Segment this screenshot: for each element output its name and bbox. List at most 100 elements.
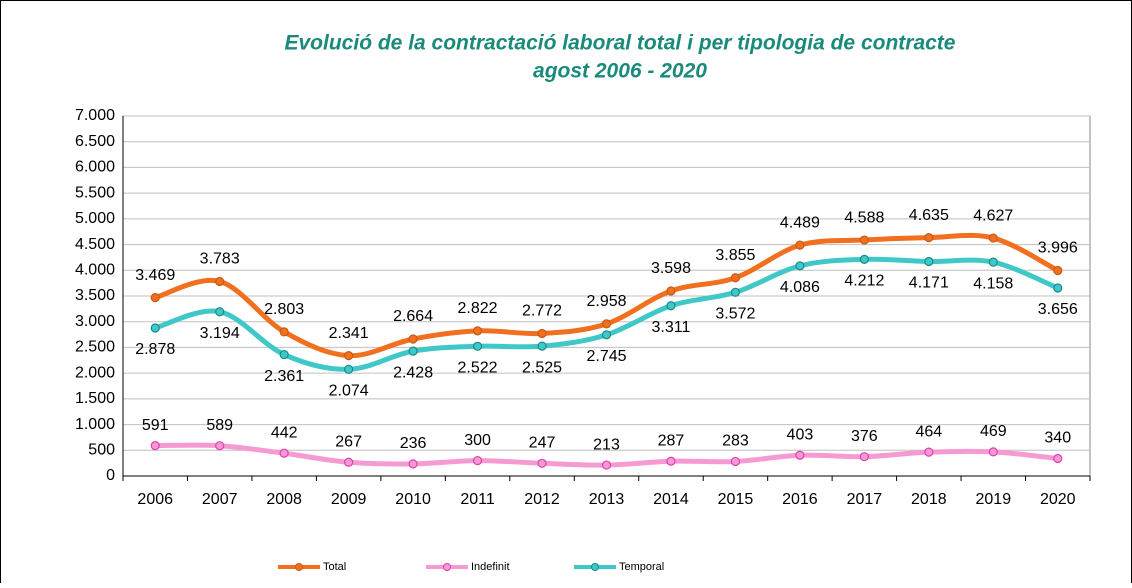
legend-marker [295,563,303,571]
series-marker [730,287,741,297]
series-marker [279,448,289,458]
y-tick-label: 4.000 [75,262,115,279]
y-tick-label: 3.000 [75,313,115,330]
data-label: 403 [787,426,814,443]
series-marker [150,323,160,333]
series-marker [795,450,805,460]
x-tick-label: 2011 [460,491,495,508]
data-label: 287 [658,432,685,449]
series-marker [472,341,483,351]
series-marker [601,319,612,329]
legend-marker [443,563,451,571]
series-marker [408,346,418,356]
x-tick-label: 2013 [589,491,625,508]
series-marker [859,254,869,264]
y-tick-label: 1.000 [75,416,115,433]
series-marker [1053,283,1063,293]
x-tick-label: 2020 [1040,491,1076,508]
x-tick-label: 2008 [266,491,302,508]
series-marker [924,256,934,267]
data-label: 3.996 [1038,240,1078,257]
data-label: 4.158 [973,275,1013,292]
series-marker [279,349,289,360]
data-label: 4.086 [780,279,820,296]
data-label: 3.469 [135,267,175,284]
x-tick-label: 2015 [718,491,754,508]
data-label: 3.855 [715,247,755,264]
series-marker [859,452,869,462]
data-label: 464 [915,423,942,440]
data-label: 2.428 [393,364,433,381]
series-marker [537,341,547,351]
data-label: 2.074 [329,383,369,400]
series-marker [601,460,612,470]
series-marker [537,328,547,339]
data-label: 2.525 [522,359,562,376]
data-label: 2.878 [135,341,175,358]
data-label: 2.745 [586,348,626,365]
data-label: 2.664 [393,308,433,325]
x-tick-label: 2017 [847,491,883,508]
series-marker [537,458,547,468]
data-label: 213 [593,436,620,453]
series-marker [795,240,805,250]
series-marker [408,459,418,469]
data-label: 591 [142,417,169,434]
series-marker [859,235,869,245]
data-label: 4.635 [909,207,949,224]
data-label: 442 [271,424,298,441]
data-label: 2.958 [586,293,626,310]
y-tick-label: 4.500 [75,236,115,253]
series-marker [988,233,998,243]
data-label: 267 [335,433,362,450]
data-label: 2.361 [264,368,304,385]
series-marker [279,327,289,337]
x-tick-label: 2009 [331,491,367,508]
y-tick-label: 7.000 [75,107,115,124]
data-label: 469 [980,423,1007,440]
data-label: 589 [206,417,233,434]
x-tick-label: 2016 [782,491,818,508]
data-label: 340 [1044,430,1071,447]
data-label: 4.627 [973,207,1013,224]
y-tick-label: 6.500 [75,133,115,150]
x-tick-label: 2014 [653,491,689,508]
data-label: 3.572 [715,306,755,323]
data-label: 2.341 [329,325,369,342]
series-marker [730,273,741,283]
series-marker [150,441,160,451]
data-label: 4.171 [909,275,949,292]
data-label: 3.311 [652,319,691,336]
data-label: 2.803 [264,301,304,318]
series-marker [408,334,418,344]
data-label: 2.822 [458,300,498,317]
series-marker [215,276,225,287]
y-tick-label: 1.500 [75,390,115,407]
series-marker [344,457,354,467]
data-label: 247 [529,435,556,452]
data-label: 300 [464,432,491,449]
x-tick-label: 2006 [137,491,173,508]
data-label: 376 [851,428,878,445]
chart-subtitle: agost 2006 - 2020 [533,60,707,83]
y-tick-label: 0 [106,467,115,484]
legend-marker [591,563,599,571]
data-label: 4.212 [844,273,884,290]
series-marker [472,326,483,336]
y-tick-label: 2.500 [75,339,115,356]
series-marker [666,456,676,466]
x-tick-label: 2018 [911,491,947,508]
legend-label: Temporal [619,561,664,573]
series-marker [215,307,225,317]
x-tick-label: 2010 [395,491,431,508]
series-marker [1053,265,1063,276]
data-label: 4.588 [844,209,884,226]
series-marker [601,330,612,340]
x-tick-label: 2019 [976,491,1012,508]
data-label: 3.783 [200,251,240,268]
y-tick-label: 5.500 [75,184,115,201]
series-marker [215,441,225,451]
y-tick-label: 5.000 [75,210,115,227]
series-marker [988,257,998,267]
